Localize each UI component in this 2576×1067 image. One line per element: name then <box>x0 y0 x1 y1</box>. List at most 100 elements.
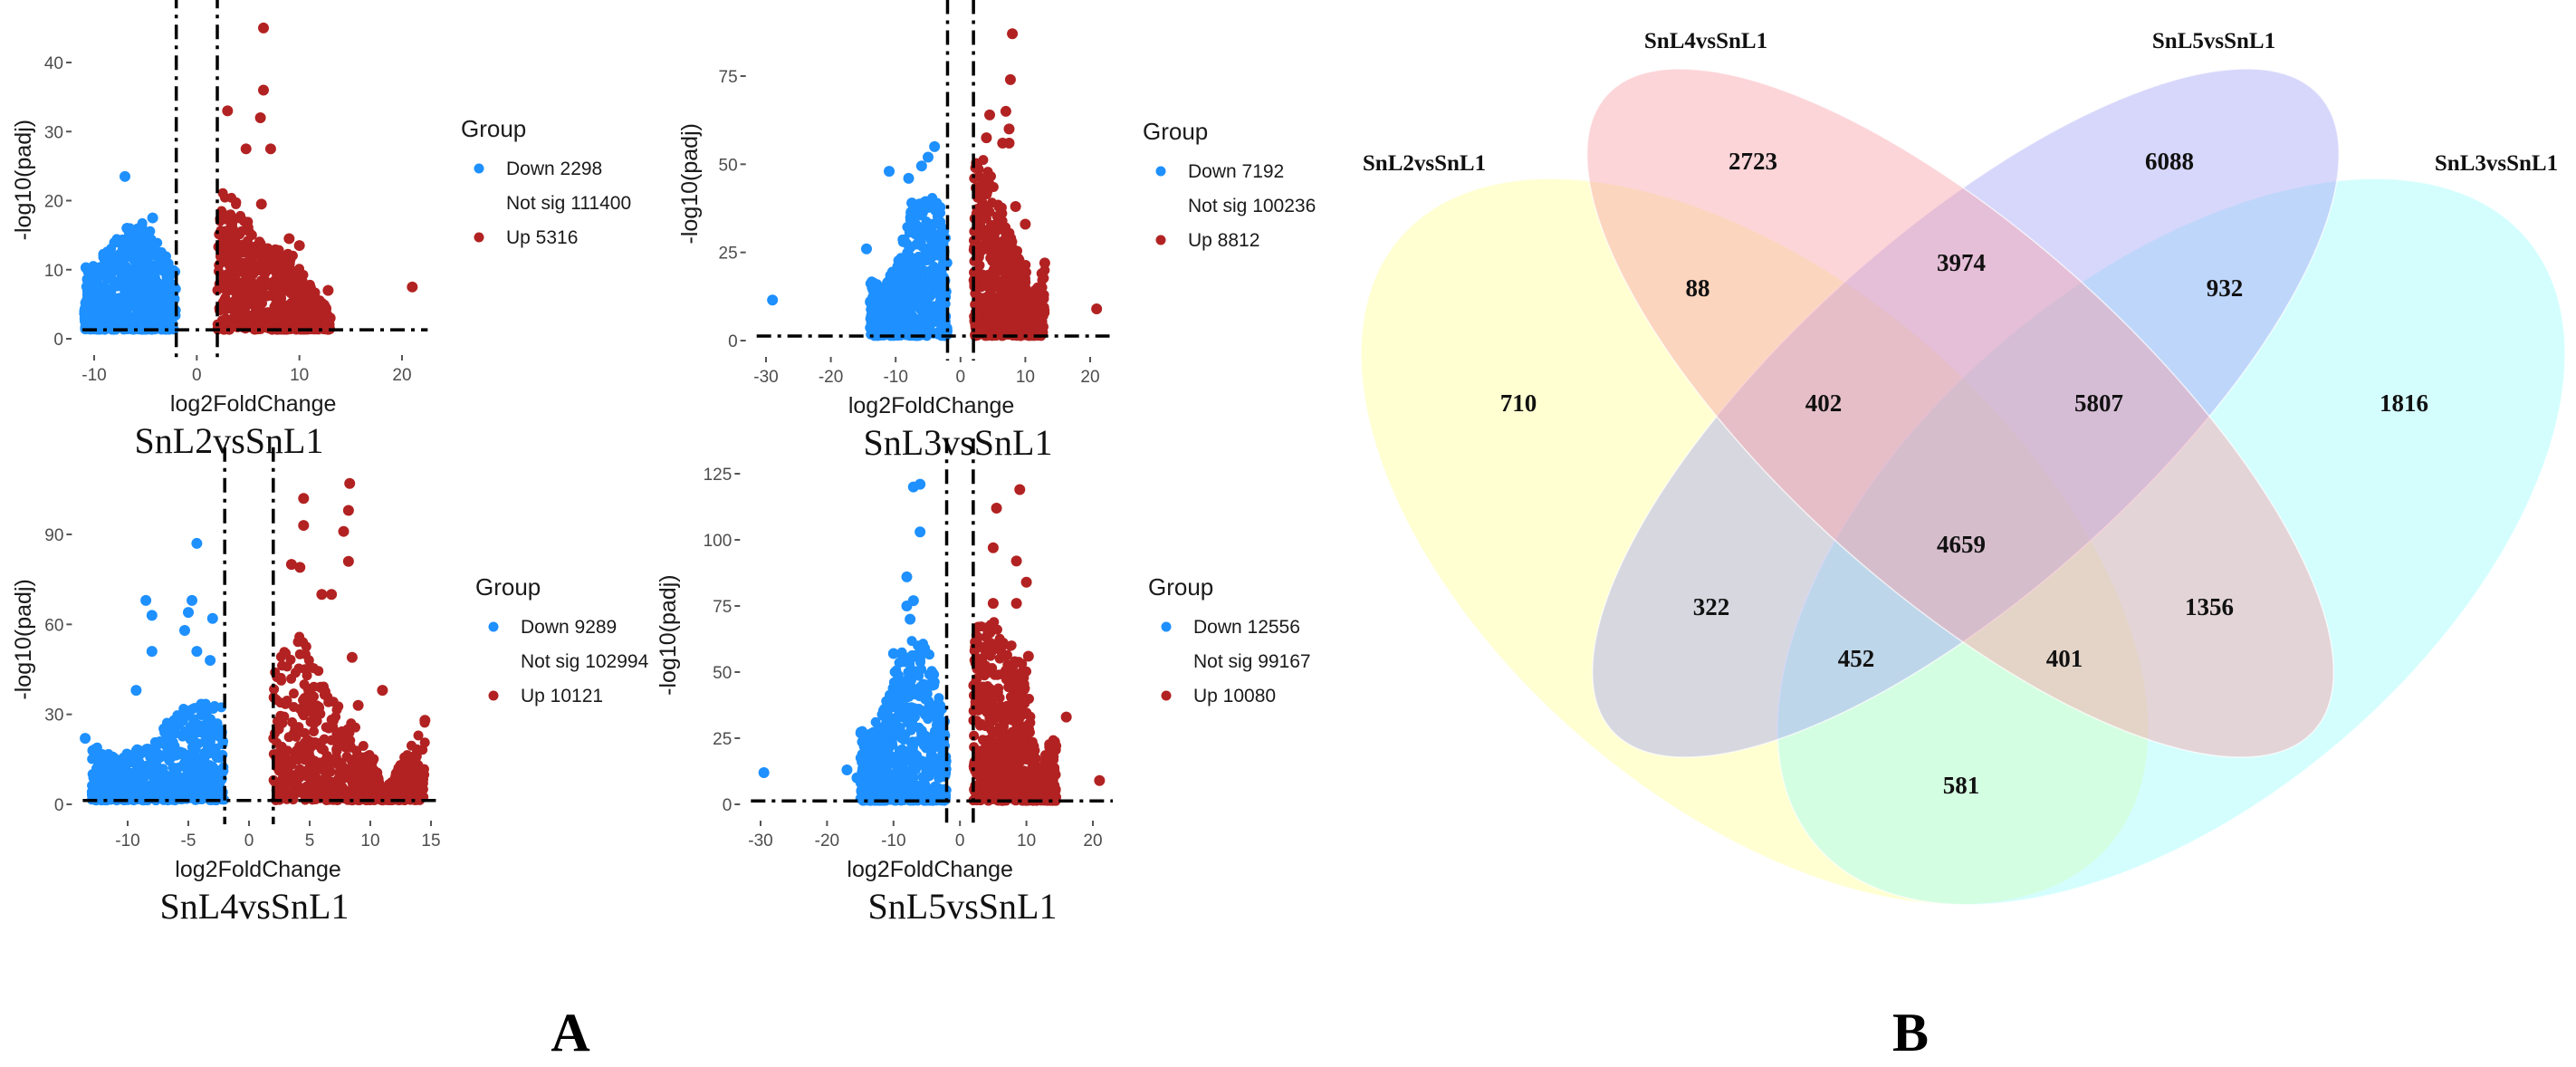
data-point <box>416 780 426 791</box>
legend-item-label: Not sig 102994 <box>521 651 649 672</box>
data-point <box>82 284 93 295</box>
data-point <box>258 22 269 34</box>
data-point <box>1038 267 1049 278</box>
data-point <box>315 708 326 719</box>
data-point <box>222 236 233 246</box>
series-down <box>80 537 230 806</box>
data-point <box>311 794 321 805</box>
x-tick-label: -30 <box>753 368 778 387</box>
data-point <box>861 751 872 762</box>
data-point <box>228 312 239 322</box>
data-point <box>929 140 941 152</box>
data-point <box>897 651 908 662</box>
data-point <box>926 666 937 677</box>
data-point <box>899 702 910 713</box>
data-point <box>276 293 287 303</box>
data-point <box>96 301 107 312</box>
data-point <box>244 268 254 279</box>
data-point <box>282 696 292 707</box>
data-point <box>160 740 171 751</box>
legend-item-label: Not sig 100236 <box>1188 196 1316 216</box>
series-up <box>968 28 1103 341</box>
data-point <box>129 236 139 247</box>
x-tick-label: 0 <box>956 368 966 387</box>
data-point <box>224 214 235 225</box>
data-point <box>287 716 298 727</box>
data-point <box>984 109 996 120</box>
plot-title: SnL3vsSnL1 <box>864 422 1053 463</box>
data-point <box>166 287 177 298</box>
data-point <box>241 218 252 229</box>
x-tick-label: -10 <box>81 366 106 385</box>
data-point <box>884 166 895 178</box>
data-point <box>123 315 134 326</box>
data-point <box>162 782 173 793</box>
data-point <box>268 258 279 269</box>
data-point <box>174 747 185 758</box>
data-point <box>419 715 431 726</box>
data-point <box>152 781 163 792</box>
data-point <box>294 264 305 274</box>
data-point <box>287 322 298 333</box>
data-point <box>208 703 219 714</box>
data-point <box>80 733 91 745</box>
x-tick-label: 10 <box>360 831 379 851</box>
data-point <box>187 594 198 606</box>
data-point <box>119 284 129 294</box>
data-point <box>279 257 290 268</box>
data-point <box>327 755 338 765</box>
data-point <box>909 227 920 238</box>
data-point <box>160 749 171 760</box>
data-point <box>168 724 179 735</box>
data-point <box>137 320 148 331</box>
data-point <box>309 322 320 333</box>
data-point <box>880 737 891 748</box>
data-point <box>405 794 416 805</box>
data-point <box>353 791 364 802</box>
data-point <box>1001 245 1011 256</box>
data-point <box>989 264 1000 274</box>
x-tick-label: -5 <box>181 831 196 851</box>
data-point <box>1000 105 1011 117</box>
data-point <box>1032 300 1043 311</box>
data-point <box>238 247 249 258</box>
data-point <box>269 684 280 695</box>
data-point <box>183 607 194 619</box>
data-point <box>183 708 194 719</box>
y-tick-label: 75 <box>719 68 738 87</box>
data-point <box>934 734 944 745</box>
data-point <box>292 768 303 779</box>
data-point <box>1011 257 1022 268</box>
data-point <box>855 726 866 737</box>
data-point <box>219 294 230 305</box>
data-point <box>220 319 231 330</box>
data-point <box>1020 277 1031 288</box>
data-point <box>303 301 314 312</box>
data-point <box>311 700 322 711</box>
data-point <box>133 780 144 791</box>
data-point <box>897 234 908 245</box>
data-point <box>880 284 891 295</box>
data-point <box>156 303 167 314</box>
data-point <box>913 790 924 801</box>
data-point <box>878 750 889 761</box>
data-point <box>193 756 204 767</box>
data-point <box>264 143 276 155</box>
data-point <box>411 751 422 762</box>
data-point <box>969 173 980 184</box>
data-point <box>841 764 853 776</box>
data-point <box>891 665 902 676</box>
y-tick-label: 40 <box>44 54 63 73</box>
data-point <box>283 732 294 743</box>
data-point <box>121 305 132 316</box>
data-point <box>342 789 353 800</box>
data-point <box>386 783 397 793</box>
data-point <box>392 769 403 780</box>
data-point <box>903 172 915 184</box>
data-point <box>895 727 905 738</box>
legend-marker <box>474 232 484 243</box>
data-point <box>241 295 252 306</box>
data-point <box>322 284 334 296</box>
data-point <box>324 312 336 324</box>
